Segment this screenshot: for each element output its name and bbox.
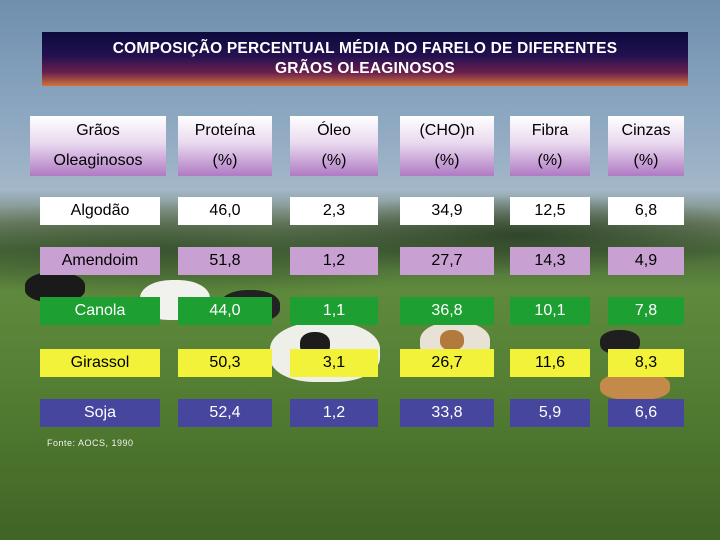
value-cell: 27,7	[400, 247, 494, 275]
value-cell: 1,1	[290, 297, 378, 325]
value-cell: 26,7	[400, 349, 494, 377]
header-cell: Proteína (%)	[178, 116, 272, 176]
value-cell: 44,0	[178, 297, 272, 325]
header-cell: Grãos Oleaginosos	[30, 116, 166, 176]
value-cell: 7,8	[608, 297, 684, 325]
value-cell: 5,9	[510, 399, 590, 427]
value-cell: 51,8	[178, 247, 272, 275]
header-label: Proteína	[194, 122, 256, 139]
row-label-4: Soja	[40, 399, 160, 427]
row-label-2: Canola	[40, 297, 160, 325]
value-cell: 50,3	[178, 349, 272, 377]
value-cell: 34,9	[400, 197, 494, 225]
value-cell: 6,6	[608, 399, 684, 427]
header-unit: Oleaginosos	[53, 152, 143, 169]
value-cell: 6,8	[608, 197, 684, 225]
value-cell: 52,4	[178, 399, 272, 427]
header-label: (CHO)n	[419, 122, 475, 139]
source-note: Fonte: AOCS, 1990	[47, 438, 134, 448]
value-cell: 1,2	[290, 399, 378, 427]
value-cell: 8,3	[608, 349, 684, 377]
header-unit: (%)	[434, 152, 460, 169]
cow-figure	[440, 330, 464, 350]
slide-title-line1: COMPOSIÇÃO PERCENTUAL MÉDIA DO FARELO DE…	[112, 40, 618, 57]
header-unit: (%)	[633, 152, 659, 169]
header-cell: Fibra (%)	[510, 116, 590, 176]
slide-title-line2: GRÃOS OLEAGINOSOS	[275, 60, 455, 77]
slide-title: COMPOSIÇÃO PERCENTUAL MÉDIA DO FARELO DE…	[42, 32, 688, 86]
header-label: Óleo	[317, 122, 351, 139]
header-unit: (%)	[212, 152, 238, 169]
header-label: Cinzas	[621, 122, 671, 139]
value-cell: 4,9	[608, 247, 684, 275]
value-cell: 10,1	[510, 297, 590, 325]
value-cell: 33,8	[400, 399, 494, 427]
value-cell: 36,8	[400, 297, 494, 325]
header-unit: (%)	[321, 152, 347, 169]
value-cell: 11,6	[510, 349, 590, 377]
value-cell: 1,2	[290, 247, 378, 275]
row-label-3: Girassol	[40, 349, 160, 377]
value-cell: 46,0	[178, 197, 272, 225]
header-cell: Cinzas (%)	[608, 116, 684, 176]
header-label: Grãos	[76, 122, 120, 139]
header-unit: (%)	[537, 152, 563, 169]
value-cell: 12,5	[510, 197, 590, 225]
value-cell: 2,3	[290, 197, 378, 225]
value-cell: 3,1	[290, 349, 378, 377]
header-cell: Óleo (%)	[290, 116, 378, 176]
header-label: Fibra	[531, 122, 569, 139]
row-label-0: Algodão	[40, 197, 160, 225]
row-label-1: Amendoim	[40, 247, 160, 275]
value-cell: 14,3	[510, 247, 590, 275]
header-cell: (CHO)n (%)	[400, 116, 494, 176]
